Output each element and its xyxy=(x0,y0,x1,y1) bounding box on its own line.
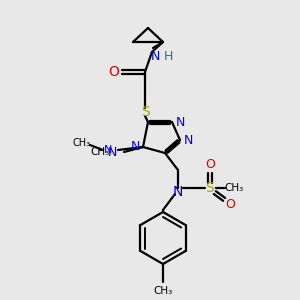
Text: N: N xyxy=(150,50,160,62)
Text: N: N xyxy=(104,145,112,155)
Text: N: N xyxy=(183,134,193,146)
Text: S: S xyxy=(206,181,214,195)
Text: O: O xyxy=(205,158,215,170)
Text: O: O xyxy=(109,65,119,79)
Text: S: S xyxy=(141,105,149,119)
Text: N: N xyxy=(173,185,183,199)
Text: N: N xyxy=(107,146,117,158)
Text: CH₃: CH₃ xyxy=(73,138,91,148)
Text: N: N xyxy=(175,116,185,128)
Text: N: N xyxy=(130,140,140,154)
Text: H: H xyxy=(163,50,173,62)
Text: O: O xyxy=(225,199,235,212)
Text: CH₃: CH₃ xyxy=(153,286,172,296)
Text: CH₃: CH₃ xyxy=(90,147,110,157)
Text: CH₃: CH₃ xyxy=(224,183,244,193)
